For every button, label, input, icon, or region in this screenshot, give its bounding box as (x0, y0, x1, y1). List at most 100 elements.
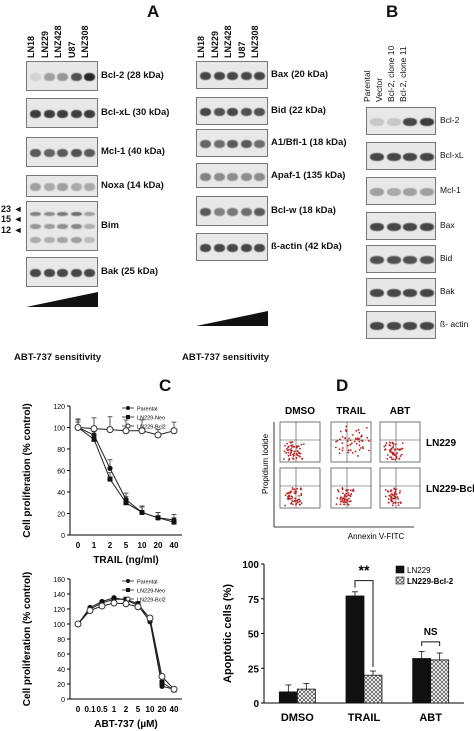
flow-event (352, 488, 355, 491)
flow-event (347, 494, 350, 496)
flow-event (345, 425, 348, 428)
lane-label: Bcl-2, clone 10 (386, 45, 396, 102)
flow-event (337, 489, 339, 491)
bim-marker: 15 ◄ (1, 214, 23, 224)
flow-event (358, 437, 361, 440)
legend-marker (125, 596, 131, 602)
data-point (170, 685, 178, 693)
x-tick-label: 10 (146, 705, 155, 714)
y-tick-label: 0 (253, 699, 259, 710)
panel-letter-b: B (386, 2, 399, 21)
lane-label: LNZ308 (80, 25, 90, 58)
flow-event (296, 450, 299, 453)
bim-marker: 12 ◄ (1, 225, 23, 235)
blot-band (70, 224, 82, 229)
flow-event (284, 494, 287, 497)
data-point (91, 436, 97, 442)
flow-event (389, 441, 391, 444)
blot-strip (196, 163, 268, 188)
flow-event (394, 502, 397, 504)
blot-band (70, 73, 82, 81)
y-axis-title: Apoptotic cells (%) (222, 584, 234, 683)
data-point (146, 614, 154, 622)
y-tick-label: 80 (57, 637, 65, 644)
abt737-sensitivity-label-left: ABT-737 sensitivity (14, 352, 102, 363)
blot-label: Bak (440, 286, 455, 296)
blot-label: Noxa (14 kDa) (101, 180, 164, 191)
x-tick-label: ABT (419, 712, 442, 724)
y-tick-label: 25 (248, 664, 260, 675)
flow-event (296, 487, 299, 490)
panel-letter-d: D (336, 376, 349, 395)
flow-event (298, 500, 301, 503)
blot-band (419, 188, 434, 196)
flow-event (292, 458, 295, 460)
x-tick-label: 0 (76, 705, 81, 714)
blot-band (213, 72, 225, 80)
data-point (134, 603, 142, 611)
flow-event (383, 445, 386, 448)
flow-event (344, 494, 346, 497)
blot-band (200, 208, 211, 216)
flow-event (283, 450, 286, 453)
flow-event (346, 500, 349, 503)
blot-band (30, 269, 41, 277)
blot-band (370, 322, 384, 330)
flow-event (386, 454, 389, 456)
blot-band (70, 149, 82, 157)
plot-frame (330, 421, 372, 463)
flow-event (341, 449, 344, 452)
flow-event (388, 444, 391, 446)
flow-event (391, 494, 394, 496)
blot-band (43, 110, 55, 118)
flow-event (287, 459, 290, 461)
blot-band (240, 140, 252, 148)
flow-event (289, 441, 292, 444)
flow-event (293, 446, 296, 448)
flow-event (358, 440, 361, 443)
blot-strip (26, 257, 98, 287)
blot-label: Bid (22 kDa) (271, 105, 326, 116)
blot-strip (196, 97, 268, 125)
flow-event (286, 442, 288, 445)
blot-band (419, 118, 434, 126)
flow-event (284, 504, 286, 507)
flow-event (394, 490, 397, 493)
blot-label: Bcl-w (18 kDa) (271, 205, 336, 216)
flow-row-label: LN229-Bcl-2 (426, 484, 474, 495)
flow-event (350, 442, 353, 445)
flow-event (292, 503, 294, 506)
blot-band (240, 72, 252, 80)
flow-event (392, 445, 395, 447)
flow-plot (330, 421, 372, 463)
x-tick-label: 40 (170, 705, 179, 714)
blot-band (386, 223, 401, 231)
flow-event (396, 496, 399, 498)
flow-event (295, 457, 298, 459)
blot-band (200, 140, 211, 148)
flow-event (351, 434, 354, 436)
blot-label: ß-actin (42 kDa) (271, 241, 342, 252)
flow-event (347, 444, 349, 447)
plot-frame (330, 467, 372, 509)
blot-band (43, 224, 55, 229)
flow-event (358, 448, 361, 451)
flow-event (351, 451, 354, 454)
y-tick-label: 0 (61, 697, 65, 704)
flow-event (293, 452, 296, 455)
flow-event (299, 503, 302, 506)
x-axis-title: TRAIL (ng/ml) (93, 555, 158, 566)
bar (345, 595, 365, 704)
x-tick-label: 0 (76, 541, 81, 550)
blot-strip (26, 98, 98, 128)
legend-label: Parental (137, 407, 158, 413)
flow-event (341, 447, 344, 449)
blot-band (43, 73, 55, 81)
lane-label: U87 (236, 41, 247, 58)
y-tick-label: 20 (57, 682, 65, 689)
flow-event (348, 497, 350, 500)
legend-label: LN229-Bcl-2 (407, 577, 454, 586)
data-point (106, 426, 114, 434)
flow-event (342, 492, 344, 495)
blot-band (403, 118, 417, 126)
